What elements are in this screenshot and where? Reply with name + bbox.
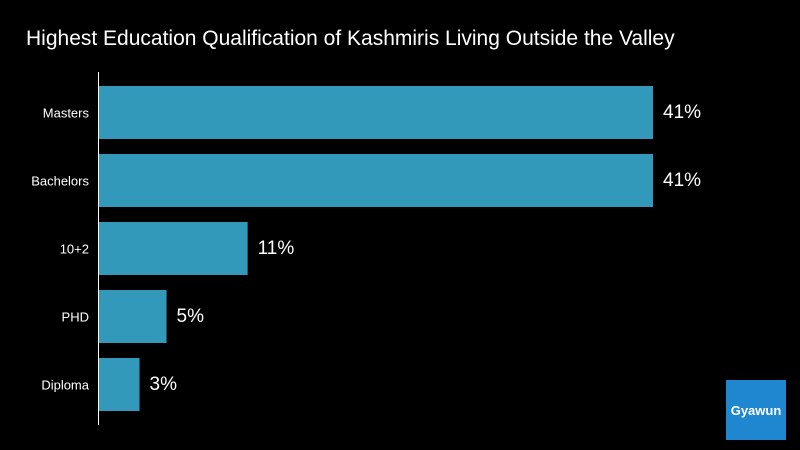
category-label: PHD: [62, 310, 89, 325]
value-label: 11%: [258, 238, 295, 259]
chart-title: Highest Education Qualification of Kashm…: [26, 27, 675, 50]
bar-masters: [99, 86, 653, 139]
value-label: 5%: [177, 306, 205, 327]
gyawun-logo: Gyawun: [726, 380, 786, 440]
value-label: 3%: [150, 374, 178, 395]
category-label: 10+2: [60, 242, 89, 257]
value-label: 41%: [663, 170, 701, 191]
bar-bachelors: [99, 154, 653, 207]
value-label: 41%: [663, 102, 701, 123]
category-label: Bachelors: [31, 174, 89, 189]
bar-diploma: [99, 358, 140, 411]
category-label: Diploma: [41, 378, 89, 393]
bar-10-2: [99, 222, 248, 275]
category-label: Masters: [43, 106, 90, 121]
bar-phd: [99, 290, 167, 343]
